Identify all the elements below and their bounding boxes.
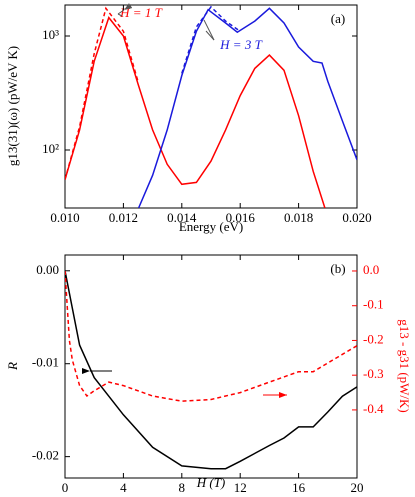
y-tick-label: 10² <box>42 141 59 156</box>
x-tick-label: 0.014 <box>167 210 197 225</box>
x-tick-label: 0.012 <box>109 210 138 225</box>
x-axis-label: Energy (eV) <box>179 219 243 234</box>
line <box>65 270 357 470</box>
line <box>65 270 357 402</box>
y2-tick-label: -0.2 <box>363 331 384 346</box>
panel-label: (b) <box>330 261 345 276</box>
line <box>65 6 139 180</box>
x-tick-label: 16 <box>292 480 306 492</box>
arrow <box>117 13 123 17</box>
y-axis-label: R <box>5 362 20 371</box>
x-tick-label: 20 <box>351 480 364 492</box>
y2-tick-label: -0.3 <box>363 366 384 381</box>
y-tick-label: -0.02 <box>32 448 59 463</box>
annotation: H = 1 T <box>119 5 162 20</box>
line <box>137 7 357 208</box>
arrow <box>117 3 133 15</box>
x-tick-label: 0.016 <box>226 210 256 225</box>
x-tick-label: 0.010 <box>50 210 79 225</box>
y2-tick-label: 0.0 <box>363 262 379 277</box>
x-tick-label: 0.018 <box>284 210 313 225</box>
arrow <box>205 30 215 41</box>
x-tick-label: 0 <box>62 480 69 492</box>
x-tick-label: 8 <box>179 480 186 492</box>
x-tick-label: 12 <box>234 480 247 492</box>
x-tick-label: 0.020 <box>342 210 371 225</box>
x-tick-label: 4 <box>120 480 127 492</box>
panel-label: (a) <box>331 11 345 26</box>
y-axis-label: g13(31)(ω) (pW/eV K) <box>5 46 20 166</box>
y2-tick-label: -0.4 <box>363 401 384 416</box>
line <box>65 16 326 208</box>
frame <box>64 254 358 479</box>
y-tick-label: 0.00 <box>36 262 59 277</box>
y-tick-label: 10³ <box>42 27 59 42</box>
y2-tick-label: -0.1 <box>363 297 384 312</box>
x-axis-label: H (T) <box>196 475 226 490</box>
line <box>181 5 241 74</box>
y-tick-label: -0.01 <box>32 355 59 370</box>
y2-axis-label: g13 - g31 (pW/K) <box>397 319 412 413</box>
arrow <box>203 19 215 41</box>
frame <box>64 4 358 209</box>
annotation: H = 3 T <box>219 37 262 52</box>
